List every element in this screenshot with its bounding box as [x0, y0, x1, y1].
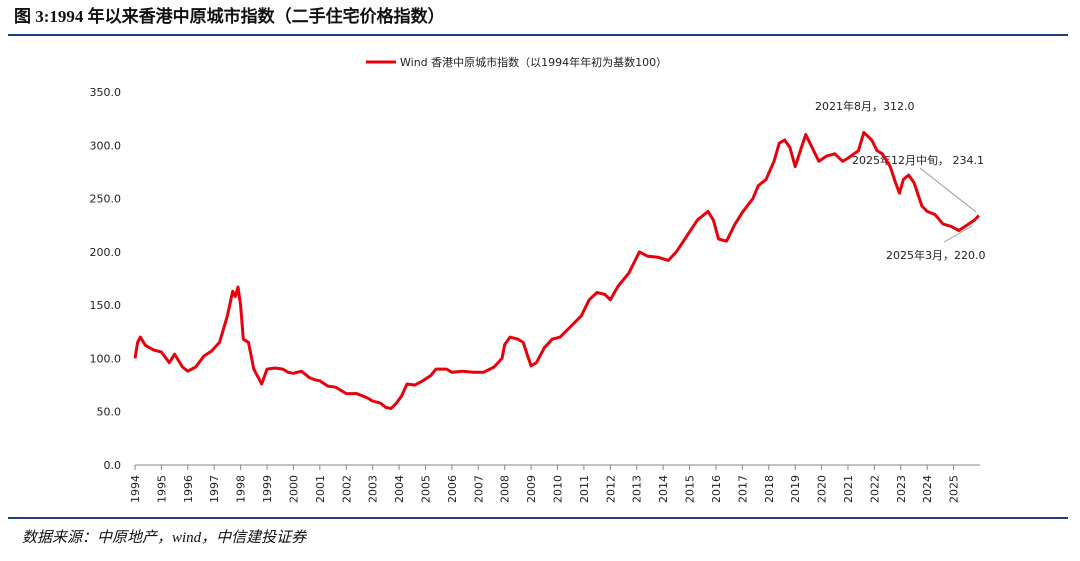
- x-tick-label: 1995: [155, 475, 168, 503]
- x-tick-label: 2024: [921, 475, 934, 503]
- x-tick-label: 2010: [552, 475, 565, 503]
- annotation: 2021年8月，312.0: [815, 99, 914, 113]
- x-tick-label: 1996: [182, 475, 195, 503]
- x-tick-label: 2008: [499, 475, 512, 503]
- annotation-leader: [943, 225, 973, 243]
- x-tick-label: 2017: [736, 475, 749, 503]
- x-tick-label: 2011: [578, 475, 591, 503]
- x-tick-label: 2014: [657, 475, 670, 503]
- x-tick-label: 1999: [261, 475, 274, 503]
- x-tick-label: 2019: [789, 475, 802, 503]
- x-tick-label: 2009: [525, 475, 538, 503]
- x-tick-label: 2018: [763, 475, 776, 503]
- x-tick-label: 2016: [710, 475, 723, 503]
- y-tick-label: 100.0: [90, 352, 122, 365]
- line: [133, 131, 980, 410]
- x-tick-label: 2003: [367, 475, 380, 503]
- x-tick-label: 2004: [393, 475, 406, 503]
- y-tick-label: 150.0: [90, 299, 122, 312]
- legend-label: Wind 香港中原城市指数（以1994年年初为基数100）: [400, 55, 667, 69]
- annotation: 2025年12月中旬， 234.1: [852, 153, 984, 167]
- x-tick-label: 2000: [287, 475, 300, 503]
- y-tick-label: 200.0: [90, 246, 122, 259]
- x-tick-label: 1997: [208, 475, 221, 503]
- x-tick-label: 2005: [419, 475, 432, 503]
- x-tick-label: 2015: [684, 475, 697, 503]
- x-tick-label: 2023: [895, 475, 908, 503]
- annotation-leader: [919, 167, 977, 213]
- x-tick-label: 2013: [631, 475, 644, 503]
- x-tick-label: 2006: [446, 475, 459, 503]
- y-tick-label: 350.0: [90, 86, 122, 99]
- x-tick-label: 2020: [816, 475, 829, 503]
- x-tick-label: 1998: [235, 475, 248, 503]
- source: 数据来源：中原地产，wind，中信建投证券: [22, 529, 307, 546]
- x-tick-label: 2021: [842, 475, 855, 503]
- y-tick-label: 300.0: [90, 139, 122, 152]
- y-tick-label: 250.0: [90, 193, 122, 206]
- x-tick-label: 2002: [340, 475, 353, 503]
- y-tick-label: 0.0: [104, 459, 122, 472]
- x-tick-label: 2001: [314, 475, 327, 503]
- chart-title: 图 3:1994 年以来香港中原城市指数（二手住宅价格指数）: [14, 6, 445, 26]
- y-tick-label: 50.0: [97, 406, 122, 419]
- x-tick-label: 2012: [604, 475, 617, 503]
- x-tick-label: 2022: [868, 475, 881, 503]
- x-tick-label: 2007: [472, 475, 485, 503]
- annotation: 2025年3月，220.0: [886, 248, 985, 262]
- x-tick-label: 2025: [948, 475, 961, 503]
- x-tick-label: 1994: [129, 475, 142, 503]
